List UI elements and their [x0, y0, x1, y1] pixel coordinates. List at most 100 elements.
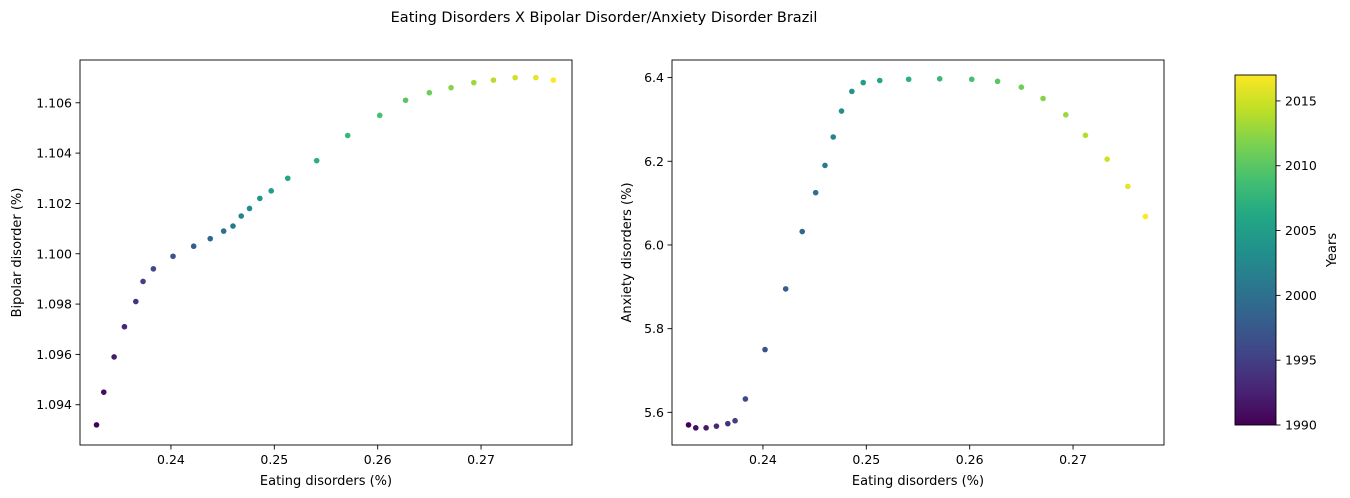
scatter-point-1996: [150, 266, 157, 272]
x-tick-label: 0.27: [1059, 452, 1087, 467]
y-tick-label: 5.8: [644, 321, 664, 336]
x-axis-label: Eating disorders (%): [260, 474, 392, 489]
scatter-point-2002: [238, 213, 245, 219]
scatter-point-1990: [685, 422, 692, 428]
scatter-point-2004: [257, 195, 263, 202]
scatter-points: [685, 76, 1149, 431]
x-tick-label: 0.26: [956, 452, 984, 467]
x-tick-label: 0.25: [260, 452, 288, 467]
colorbar-label: Years: [1325, 233, 1340, 269]
y-tick-label: 1.096: [36, 347, 72, 362]
scatter-point-2008: [936, 76, 943, 82]
x-tick-group: 0.24 0.25 0.26 0.27: [157, 445, 495, 467]
y-tick-label: 6.2: [644, 154, 664, 169]
scatter-point-2005: [860, 79, 867, 86]
plot-frame: [79, 59, 573, 446]
y-axis-label: Bipolar disorder (%): [10, 188, 25, 318]
y-tick-label: 1.100: [36, 246, 72, 261]
scatter-point-2003: [246, 205, 253, 212]
scatter-point-2003: [838, 108, 845, 114]
scatter-point-2013: [471, 79, 477, 86]
colorbar-tick-label: 1990: [1285, 418, 1317, 433]
y-tick-label: 1.102: [36, 196, 72, 211]
colorbar-gradient: [1234, 74, 1277, 426]
scatter-point-1997: [762, 346, 768, 353]
y-tick-label: 5.6: [644, 405, 664, 420]
scatter-point-1994: [133, 298, 139, 305]
figure-title: Eating Disorders X Bipolar Disorder/Anxi…: [391, 10, 818, 26]
scatter-point-2006: [284, 175, 291, 182]
scatter-point-1999: [207, 235, 214, 242]
scatter-point-1999: [799, 228, 806, 235]
scatter-point-2009: [376, 112, 383, 119]
scatter-point-2007: [313, 157, 320, 164]
scatter-point-2007: [905, 76, 912, 83]
x-tick-label: 0.26: [364, 452, 392, 467]
scatter-point-1998: [782, 286, 789, 292]
scatter-point-1990: [93, 422, 100, 428]
colorbar-tick-label: 1995: [1285, 353, 1317, 368]
scatter-point-1997: [170, 253, 176, 260]
scatter-point-2017: [1142, 213, 1149, 220]
scatter-point-1991: [692, 425, 699, 431]
x-tick-group: 0.24 0.25 0.26 0.27: [749, 445, 1087, 467]
scatter-point-2000: [812, 189, 819, 196]
scatter-point-1994: [725, 420, 731, 427]
scatter-point-2009: [968, 76, 975, 83]
colorbar-tick-group: 1990 1995 2000 2005 2010 2015: [1276, 93, 1317, 433]
scatter-point-2002: [830, 134, 837, 140]
scatter-point-2017: [550, 77, 557, 83]
y-tick-label: 1.094: [36, 397, 72, 412]
scatter-point-2013: [1063, 112, 1069, 118]
scatter-point-2010: [994, 78, 1001, 85]
x-axis-label: Eating disorders (%): [852, 474, 984, 489]
x-tick-label: 0.27: [467, 452, 495, 467]
scatter-point-2016: [533, 74, 539, 81]
scatter-point-2012: [448, 84, 454, 91]
y-axis-label: Anxiety disorders (%): [620, 182, 635, 322]
colorbar: 1990 1995 2000 2005 2010 2015 Years: [1234, 74, 1340, 433]
scatter-point-2001: [230, 223, 236, 229]
scatter-point-1991: [100, 389, 107, 395]
x-tick-label: 0.25: [852, 452, 880, 467]
scatter-point-1993: [713, 423, 720, 429]
bipolar-scatter-panel: 0.24 0.25 0.26 0.27 1.094 1.096 1.098 1.100 1.1…: [10, 59, 573, 489]
colorbar-tick-label: 2005: [1285, 223, 1317, 238]
scatter-point-2008: [344, 132, 351, 139]
plot-frame: [671, 59, 1165, 446]
anxiety-scatter-panel: 0.24 0.25 0.26 0.27 5.6 5.8 6.0 6.2 6.4 Eating …: [620, 59, 1165, 489]
scatter-point-2016: [1125, 183, 1131, 190]
colorbar-tick-label: 2015: [1285, 93, 1317, 108]
scatter-point-1993: [121, 323, 128, 330]
scatter-point-1995: [732, 417, 738, 424]
y-tick-label: 1.104: [36, 146, 72, 161]
scatter-point-2012: [1040, 95, 1046, 102]
colorbar-tick-label: 2010: [1285, 158, 1317, 173]
x-tick-label: 0.24: [157, 452, 185, 467]
scatter-point-2001: [822, 162, 828, 169]
y-tick-label: 6.0: [644, 237, 664, 252]
scatter-point-1996: [742, 396, 749, 402]
colorbar-tick-label: 2000: [1285, 288, 1317, 303]
scatter-point-1992: [703, 425, 709, 431]
scatter-point-2014: [490, 77, 497, 83]
scatter-point-1995: [140, 278, 146, 285]
scatter-point-2005: [268, 188, 275, 194]
scatter-point-1998: [190, 243, 197, 250]
x-tick-label: 0.24: [749, 452, 777, 467]
scatter-point-2011: [426, 89, 433, 96]
scatter-point-2011: [1018, 84, 1025, 91]
scatter-point-2014: [1082, 132, 1089, 139]
y-tick-label: 1.106: [36, 95, 72, 110]
scatter-point-2010: [402, 97, 409, 104]
y-tick-label: 1.098: [36, 297, 72, 312]
y-tick-group: 1.094 1.096 1.098 1.100 1.102 1.104 1.106: [36, 95, 80, 412]
scatter-point-2015: [1104, 156, 1110, 162]
y-tick-label: 6.4: [644, 70, 664, 85]
scatter-point-2000: [220, 228, 227, 234]
y-tick-group: 5.6 5.8 6.0 6.2 6.4: [644, 70, 672, 420]
scatter-point-2015: [512, 74, 518, 81]
scatter-point-1992: [111, 354, 117, 360]
scatter-point-2004: [849, 88, 855, 95]
